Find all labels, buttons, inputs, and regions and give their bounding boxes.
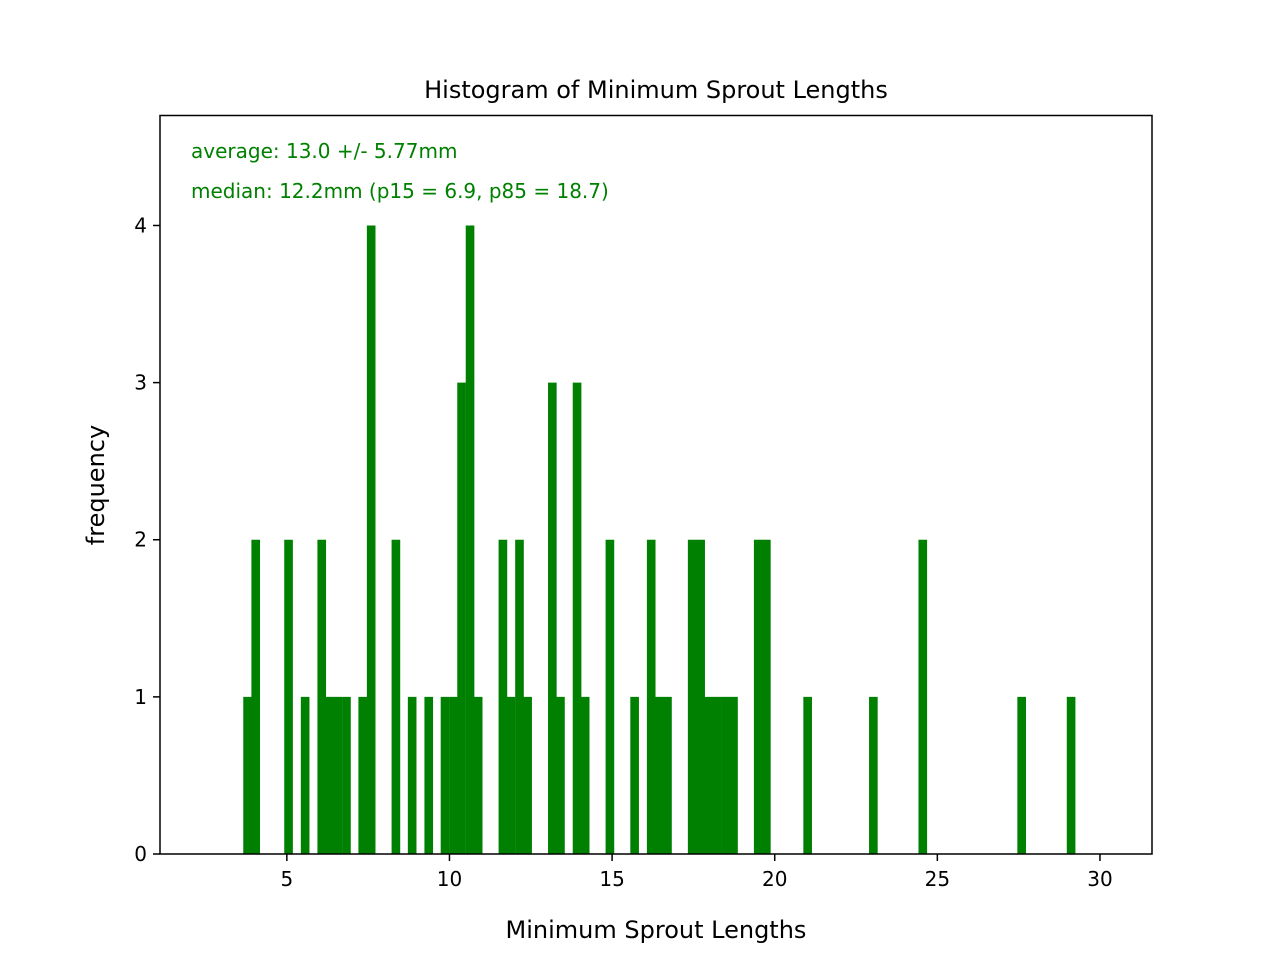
bar-4 [317,539,327,854]
bar-8 [358,696,368,854]
x-tick-label-4: 25 [925,867,950,891]
bar-30 [663,696,672,854]
x-tick-label-1: 10 [437,867,462,891]
bar-34 [712,696,722,854]
bar-1 [251,539,261,854]
bar-42 [1017,696,1026,854]
bar-11 [407,696,417,854]
bar-25 [580,696,590,854]
bar-18 [498,539,508,854]
bar-2 [284,539,293,854]
x-tick-label-5: 30 [1087,867,1112,891]
bar-32 [696,539,705,854]
bar-23 [556,696,565,854]
bar-16 [465,225,475,855]
bar-21 [523,696,532,854]
x-axis-label: Minimum Sprout Lengths [506,916,807,944]
x-tick-label-0: 5 [280,867,293,891]
bar-12 [424,696,434,854]
x-tick-label-3: 20 [762,867,787,891]
bar-0 [243,696,252,854]
y-tick-label-3: 3 [134,371,147,395]
bar-3 [300,696,310,854]
bar-37 [753,539,763,854]
annotation-median: median: 12.2mm (p15 = 6.9, p85 = 18.7) [191,179,609,203]
bar-24 [572,382,582,854]
bar-35 [721,696,730,854]
plot-frame [159,114,1153,855]
bar-27 [630,696,639,854]
bar-26 [605,539,615,854]
bar-39 [803,696,812,854]
bar-15 [457,382,466,854]
bar-6 [333,696,343,854]
bar-10 [391,539,401,854]
bar-7 [342,696,351,854]
bar-40 [869,696,878,854]
x-tick-label-2: 15 [599,867,624,891]
chart-title: Histogram of Minimum Sprout Lengths [424,76,888,104]
y-ticks-group: 0 1 2 3 4 [134,213,160,866]
bar-43 [1066,696,1076,854]
bar-19 [506,696,516,854]
bar-20 [515,539,524,854]
bar-31 [687,539,697,854]
bar-41 [918,539,928,854]
bar-14 [449,696,458,854]
y-tick-label-0: 0 [134,842,147,866]
y-tick-label-4: 4 [134,213,147,237]
bar-17 [473,696,483,854]
bar-29 [655,696,664,854]
bar-36 [729,696,738,854]
bars-group [243,225,1076,855]
bar-22 [548,382,557,854]
bar-28 [646,539,656,854]
y-axis-label: frequency [82,425,110,545]
y-tick-label-2: 2 [134,528,147,552]
bar-33 [704,696,714,854]
bar-38 [762,539,771,854]
y-tick-label-1: 1 [134,685,147,709]
bar-5 [325,696,335,854]
bar-13 [440,696,450,854]
annotation-average: average: 13.0 +/- 5.77mm [191,139,457,163]
x-ticks-group: 5 10 15 20 25 30 [280,854,1113,891]
bar-9 [366,225,376,855]
